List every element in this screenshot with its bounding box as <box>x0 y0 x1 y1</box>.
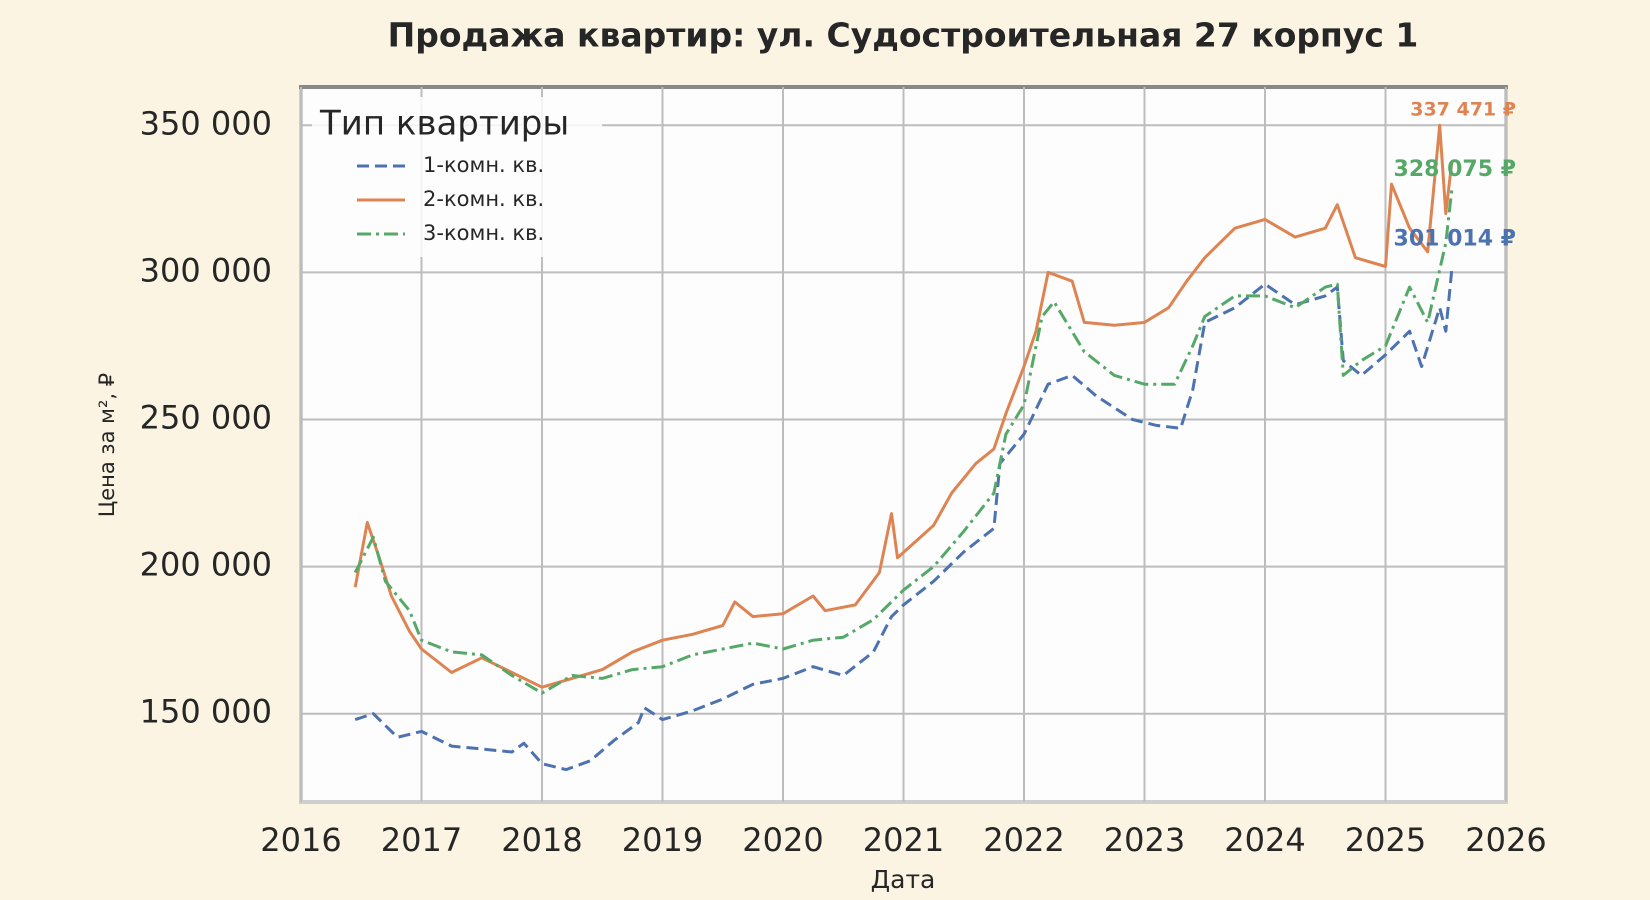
legend-label: 1-комн. кв. <box>423 153 544 177</box>
series-line <box>353 189 1454 695</box>
x-tick-label: 2023 <box>1104 821 1185 859</box>
y-tick-label: 350 000 <box>140 104 272 142</box>
legend-box <box>312 97 602 257</box>
y-tick-label: 300 000 <box>140 251 272 289</box>
x-tick-label: 2017 <box>381 821 462 859</box>
series-line <box>353 123 1454 689</box>
x-tick-label: 2022 <box>983 821 1064 859</box>
x-tick-label: 2018 <box>501 821 582 859</box>
x-tick-label: 2016 <box>260 821 341 859</box>
chart-title: Продажа квартир: ул. Судостроительная 27… <box>388 16 1419 55</box>
end-value-label: 301 014 ₽ <box>1394 226 1516 251</box>
y-tick-label: 250 000 <box>140 398 272 436</box>
y-axis-label: Цена за м², ₽ <box>95 373 119 517</box>
end-value-label: 328 075 ₽ <box>1394 157 1516 182</box>
x-tick-label: 2020 <box>742 821 823 859</box>
x-tick-label: 2024 <box>1224 821 1305 859</box>
legend-label: 3-комн. кв. <box>423 221 544 245</box>
legend-title: Тип квартиры <box>319 104 569 144</box>
x-tick-label: 2019 <box>622 821 703 859</box>
end-value-label: 337 471 ₽ <box>1410 99 1516 121</box>
series-line <box>354 269 1454 772</box>
legend-label: 2-комн. кв. <box>423 187 544 211</box>
x-tick-label: 2021 <box>863 821 944 859</box>
x-tick-label: 2026 <box>1465 821 1546 859</box>
y-tick-label: 150 000 <box>140 693 272 731</box>
x-axis-label: Дата <box>871 865 936 894</box>
x-tick-label: 2025 <box>1345 821 1426 859</box>
y-tick-label: 200 000 <box>140 546 272 584</box>
